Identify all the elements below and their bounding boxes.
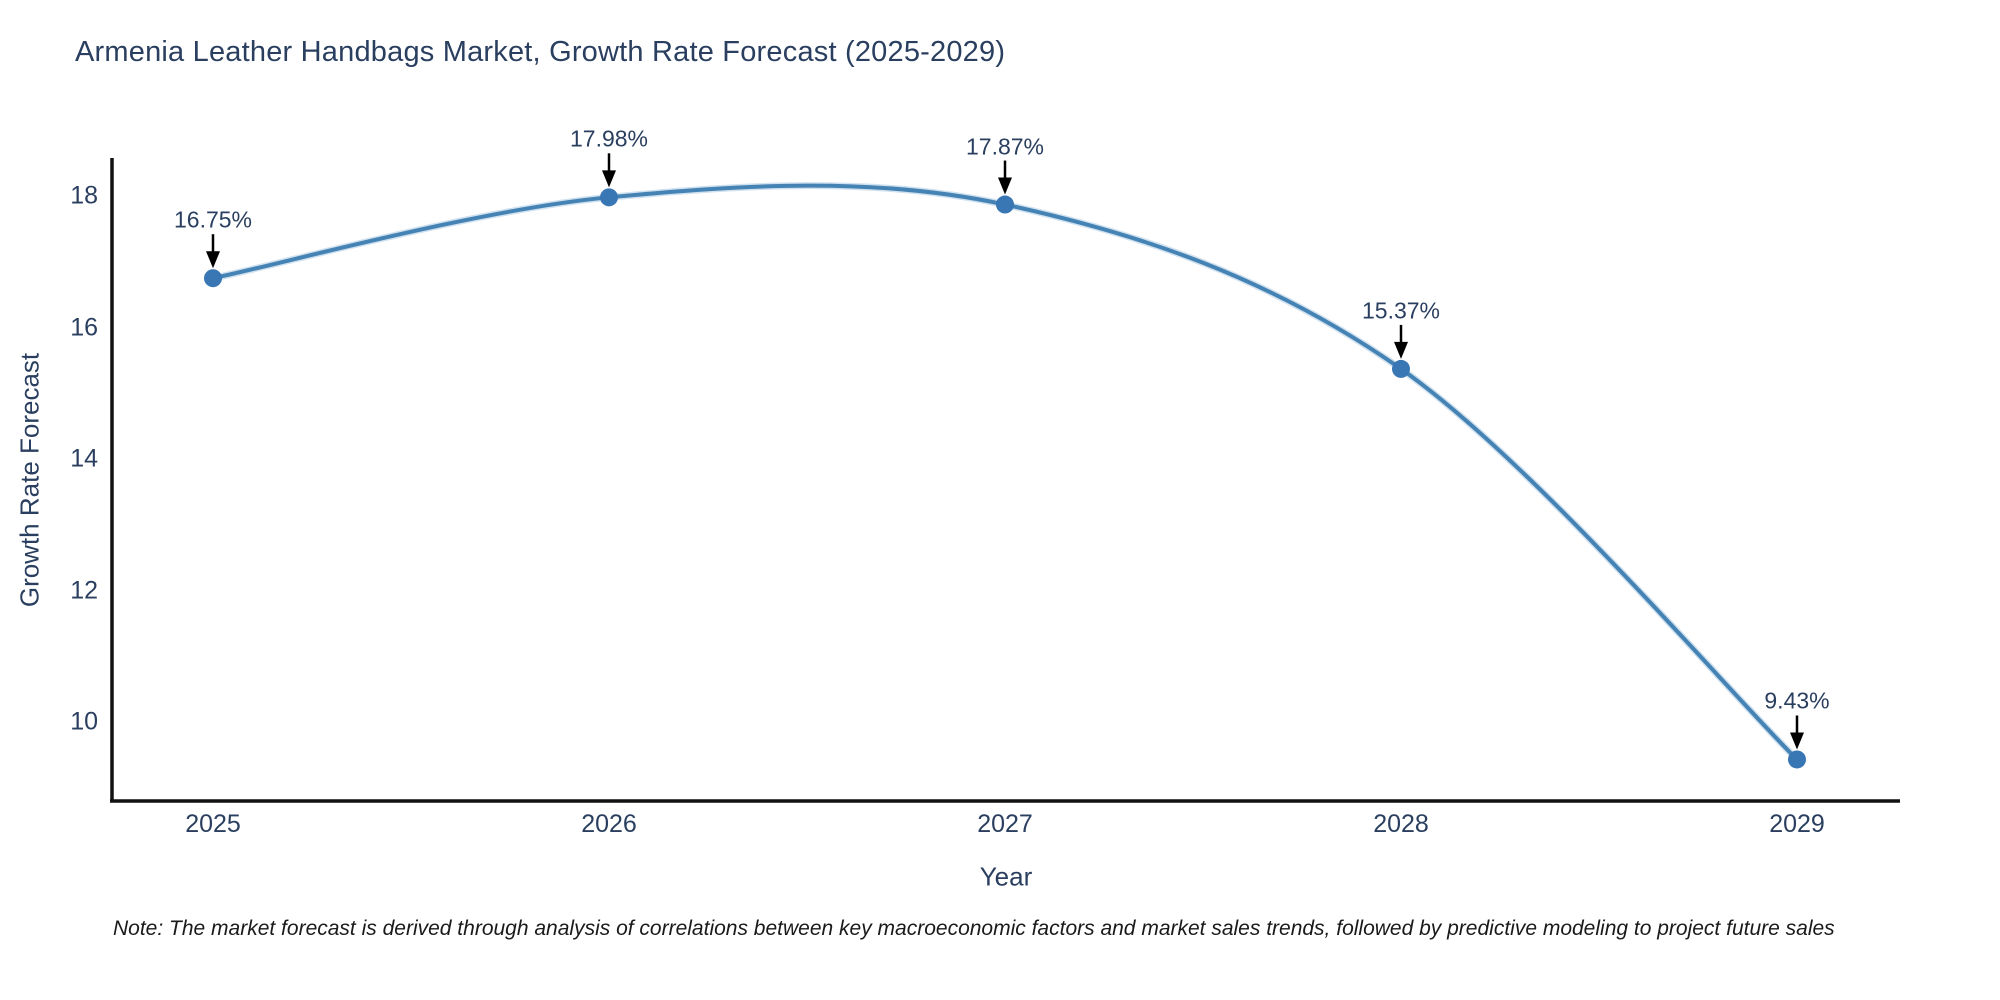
data-label-2027: 17.87% [965,133,1045,160]
y-tick-label-18: 18 [70,181,98,210]
footnote: Note: The market forecast is derived thr… [113,917,1835,940]
data-point-marker-2027 [996,195,1014,214]
y-axis-title: Growth Rate Forecast [14,352,45,608]
line-series-halo [212,182,1800,762]
line-series [212,183,1799,761]
data-point-marker-2029 [1788,750,1806,769]
data-point-marker-2026 [600,188,618,207]
x-tick-label-2027: 2027 [977,810,1033,838]
x-tick-label-2025: 2025 [185,810,241,838]
annotation-arrow-head [602,170,616,188]
y-tick-label-16: 16 [70,313,98,341]
annotation-arrow-head [1394,341,1408,359]
data-point-marker-2025 [204,269,222,288]
data-label-2026: 17.98% [569,125,649,152]
y-tick-label-10: 10 [70,707,98,736]
y-tick-label-12: 12 [70,576,98,604]
x-axis-title: Year [979,861,1033,892]
x-tick-label-2028: 2028 [1373,810,1429,838]
data-label-2028: 15.37% [1361,297,1441,324]
y-tick-label-14: 14 [70,444,98,473]
x-tick-label-2026: 2026 [581,810,637,838]
chart-title: Armenia Leather Handbags Market, Growth … [75,36,1006,68]
annotation-arrow-head [206,251,220,269]
x-tick-label-2029: 2029 [1769,810,1825,838]
annotation-arrow-head [1790,732,1804,750]
data-label-2029: 9.43% [1764,687,1830,714]
annotation-arrow-head [998,177,1012,195]
data-point-marker-2028 [1392,359,1410,378]
data-label-2025: 16.75% [173,206,253,233]
